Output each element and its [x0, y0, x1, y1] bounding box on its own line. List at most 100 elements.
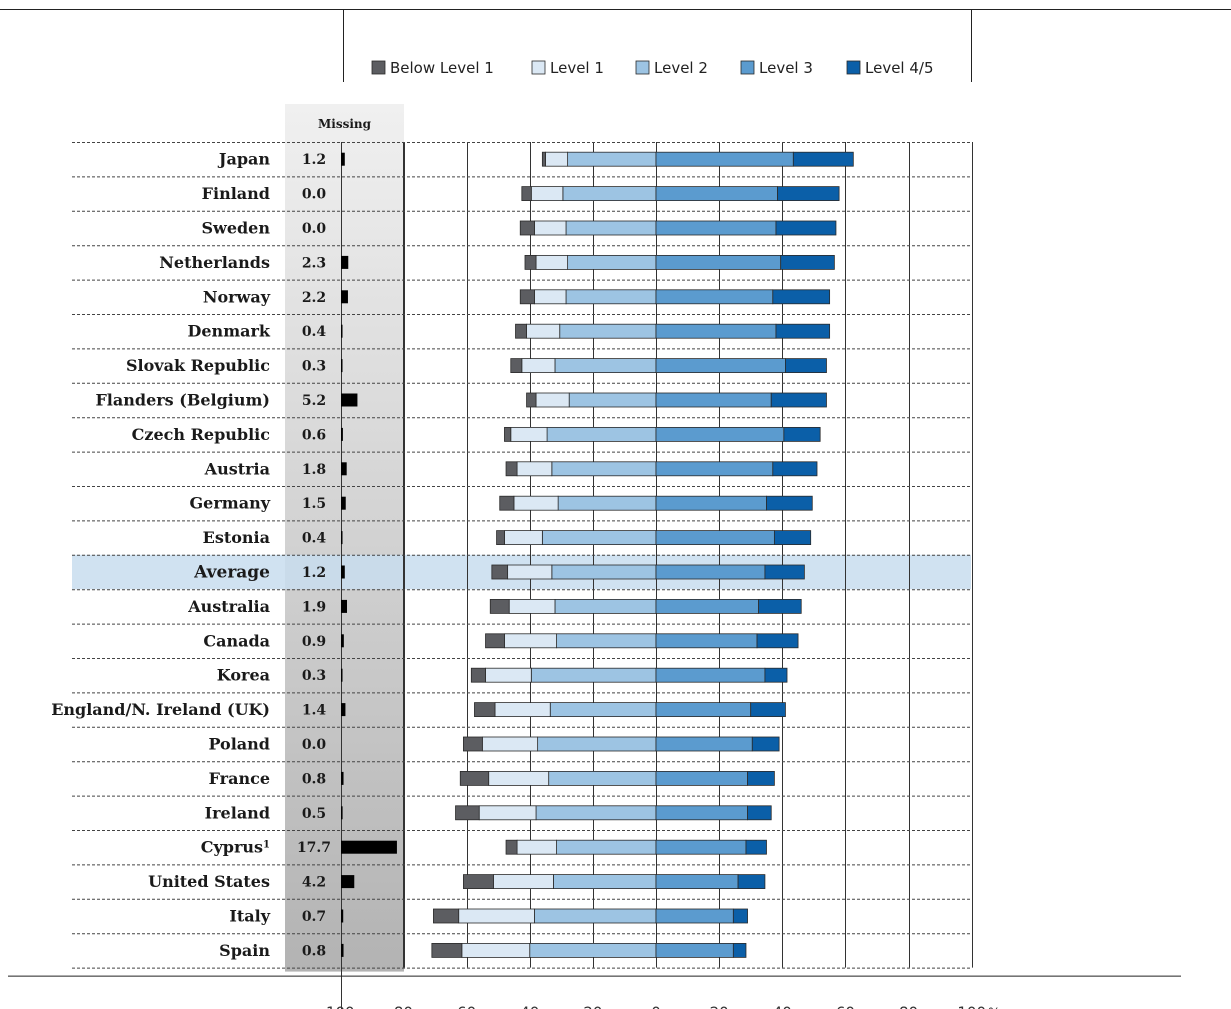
level-4-5-bar	[785, 358, 827, 374]
missing-value-label: 0.3	[302, 359, 326, 375]
level-1-bar	[458, 908, 535, 924]
level-1-bar	[516, 461, 553, 477]
x-tick-label: 100	[326, 1004, 355, 1009]
level-2-bar	[546, 426, 657, 442]
missing-bar	[341, 565, 345, 579]
level-1-bar	[478, 805, 537, 821]
level-1-bar	[530, 186, 564, 202]
country-label: Sweden	[201, 219, 270, 238]
below-level-1-bar	[519, 289, 535, 305]
missing-column-band	[285, 104, 404, 972]
x-tick-label: 40	[773, 1004, 792, 1009]
legend-label-l45: Level 4/5	[865, 59, 934, 77]
level-1-bar	[516, 839, 557, 855]
country-label: France	[209, 769, 270, 788]
level-2-bar	[554, 599, 657, 614]
legend[interactable]: Below Level 1 Level 1 Level 2 Level 3 Level …	[371, 59, 934, 77]
level-2-bar	[541, 530, 657, 545]
legend-item-below1[interactable]: Below Level 1	[371, 59, 494, 77]
missing-value-label: 0.3	[302, 668, 326, 684]
missing-value-label: 0.0	[302, 187, 327, 203]
level-2-bar	[556, 633, 657, 649]
missing-bar	[341, 290, 348, 304]
level-4-5-bar	[732, 943, 747, 958]
x-tick-label: 60	[836, 1004, 855, 1009]
level-1-bar	[493, 874, 554, 889]
missing-bar	[341, 599, 348, 613]
missing-value-label: 1.9	[302, 599, 326, 615]
below-level-1-bar	[470, 667, 486, 683]
level-2-bar	[537, 736, 657, 752]
below-level-1-bar	[431, 943, 463, 958]
level-1-bar	[535, 392, 570, 408]
x-tick-label: 40	[520, 1004, 539, 1009]
level-3-bar	[655, 702, 752, 717]
missing-bar	[341, 152, 345, 166]
level-4-5-bar	[772, 461, 818, 477]
missing-value-label: 0.9	[302, 634, 326, 650]
missing-value-label: 1.4	[302, 703, 327, 719]
legend-item-l45[interactable]: Level 4/5	[846, 59, 934, 77]
level-1-bar	[513, 495, 559, 511]
missing-bar	[341, 255, 349, 269]
legend-item-l2[interactable]: Level 2	[635, 59, 708, 77]
legend-item-l3[interactable]: Level 3	[740, 59, 813, 77]
missing-bar	[341, 324, 343, 338]
missing-column-header: Missing	[318, 117, 372, 131]
country-label: Austria	[204, 459, 270, 478]
bars	[341, 151, 854, 958]
below-level-1-bar	[504, 426, 512, 442]
level-1-bar	[545, 151, 569, 167]
country-label: Netherlands	[159, 253, 270, 272]
legend-label-l2: Level 2	[654, 59, 708, 77]
country-label: Average	[193, 563, 270, 583]
background-layer: Missing	[0, 9, 1231, 972]
missing-bar	[341, 531, 343, 545]
level-3-bar	[655, 908, 734, 924]
level-4-5-bar	[750, 702, 786, 717]
level-4-5-bar	[751, 736, 780, 752]
below-level-1-bar	[474, 702, 496, 717]
missing-value-label: 1.2	[302, 565, 326, 581]
level-2-bar	[551, 461, 657, 477]
level-4-5-bar	[764, 564, 805, 580]
missing-bar	[341, 840, 397, 854]
below-level-1-bar	[499, 495, 515, 511]
x-tick-label: 0	[651, 1004, 661, 1009]
legend-swatch-l1	[531, 60, 546, 75]
country-label: Spain	[219, 941, 270, 960]
level-3-bar	[655, 599, 760, 614]
x-tick-label: 80	[394, 1004, 413, 1009]
below-level-1-bar	[521, 186, 532, 202]
level-1-bar	[535, 254, 569, 270]
level-1-bar	[494, 702, 551, 717]
legend-item-l1[interactable]: Level 1	[531, 59, 604, 77]
missing-value-label: 0.0	[302, 221, 327, 237]
country-label: Japan	[217, 150, 270, 169]
level-3-bar	[655, 461, 774, 477]
level-3-bar	[655, 426, 785, 442]
level-3-bar	[655, 667, 766, 683]
missing-bar	[341, 668, 343, 682]
level-4-5-bar	[756, 633, 799, 649]
level-3-bar	[655, 530, 775, 545]
below-level-1-bar	[541, 151, 546, 167]
country-label: Denmark	[188, 322, 271, 341]
country-label: Italy	[229, 907, 270, 926]
level-4-5-bar	[773, 530, 812, 545]
level-2-bar	[557, 495, 657, 511]
missing-value-label: 17.7	[297, 840, 331, 856]
below-level-1-bar	[485, 633, 505, 649]
level-3-bar	[655, 220, 777, 236]
missing-value-label: 2.3	[302, 255, 326, 271]
level-2-bar	[554, 358, 657, 374]
missing-bar	[341, 806, 343, 820]
level-3-bar	[655, 254, 782, 270]
level-3-bar	[655, 805, 748, 821]
country-label: Finland	[202, 184, 270, 203]
x-axis: 100 80 60 40 20 0 20 40 60 80 100%	[8, 975, 1181, 1009]
below-level-1-bar	[510, 358, 523, 374]
legend-label-l1: Level 1	[550, 59, 604, 77]
country-label: Czech Republic	[132, 425, 271, 444]
